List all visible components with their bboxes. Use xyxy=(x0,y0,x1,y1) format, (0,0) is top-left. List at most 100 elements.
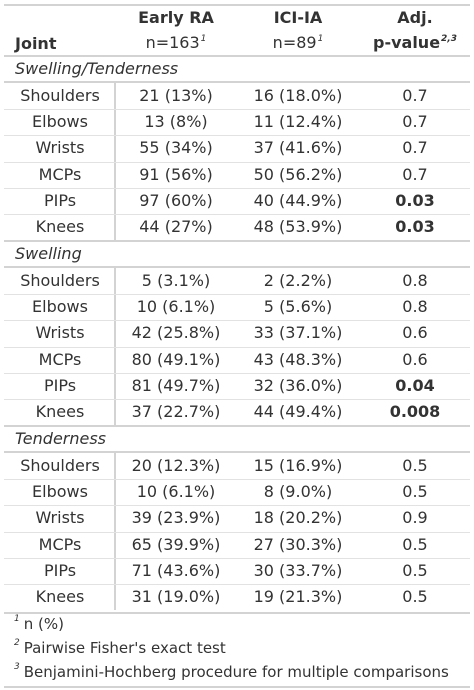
early-ra-cell: 65 (39.9%) xyxy=(131,534,221,554)
early-ra-cell: 91 (56%) xyxy=(139,164,213,184)
table-row: Knees 37 (22.7%) 44 (49.4%) 0.008 xyxy=(4,399,470,425)
joint-cell: Shoulders xyxy=(20,271,100,290)
early-ra-cell: 71 (43.6%) xyxy=(131,560,221,580)
ici-ia-cell: 30 (33.7%) xyxy=(253,560,343,580)
early-ra-cell: 5 (3.1%) xyxy=(141,271,211,290)
table-row: Elbows 10 (6.1%) 5 (5.6%) 0.8 xyxy=(4,294,470,320)
joint-cell: Knees xyxy=(35,402,85,421)
joint-cell: Knees xyxy=(35,587,85,606)
table-row: MCPs 91 (56%) 50 (56.2%) 0.7 xyxy=(4,162,470,188)
joint-cell: Shoulders xyxy=(20,86,100,105)
ici-ia-cell: 19 (21.3%) xyxy=(253,587,343,606)
early-ra-cell: 10 (6.1%) xyxy=(136,482,216,502)
p-value-cell: 0.8 xyxy=(402,297,428,317)
table-row: PIPs 97 (60%) 40 (44.9%) 0.03 xyxy=(4,188,470,214)
footnote-3-text: Benjamini-Hochberg procedure for multipl… xyxy=(23,663,449,681)
group-top-border xyxy=(4,425,470,427)
joint-cell: Elbows xyxy=(32,482,88,502)
header-adj-p: Adj. p-value2,3 xyxy=(360,8,470,54)
table-top-border xyxy=(4,4,470,6)
p-value-cell: 0.7 xyxy=(402,164,428,184)
ici-ia-cell: 32 (36.0%) xyxy=(253,375,343,395)
row-divider xyxy=(4,109,470,111)
row-divider xyxy=(4,372,470,374)
table-row: Shoulders 5 (3.1%) 2 (2.2%) 0.8 xyxy=(4,268,470,294)
table-row: MCPs 80 (49.1%) 43 (48.3%) 0.6 xyxy=(4,347,470,373)
row-divider xyxy=(4,346,470,348)
footnote-1-text: n (%) xyxy=(23,615,64,633)
p-value-cell: 0.6 xyxy=(402,323,428,343)
early-ra-cell: 44 (27%) xyxy=(139,217,213,236)
group-title: Swelling/Tenderness xyxy=(15,59,179,78)
early-ra-cell: 81 (49.7%) xyxy=(131,375,221,395)
footnote-3: 3 Benjamini-Hochberg procedure for multip… xyxy=(14,662,449,681)
header-joint: Joint xyxy=(15,34,57,53)
table-row: PIPs 81 (49.7%) 32 (36.0%) 0.04 xyxy=(4,373,470,399)
early-ra-cell: 20 (12.3%) xyxy=(131,456,221,475)
footnote-2-text: Pairwise Fisher's exact test xyxy=(23,639,226,657)
row-divider xyxy=(4,294,470,296)
ici-ia-cell: 33 (37.1%) xyxy=(253,323,343,343)
ici-ia-cell: 11 (12.4%) xyxy=(253,112,343,132)
header-adj-line1: Adj. xyxy=(397,8,433,27)
row-divider xyxy=(4,531,470,533)
early-ra-cell: 55 (34%) xyxy=(139,138,213,158)
table-row: Knees 44 (27%) 48 (53.9%) 0.03 xyxy=(4,214,470,240)
header-early-ra-name: Early RA xyxy=(138,8,214,27)
table-row: Elbows 10 (6.1%) 8 (9.0%) 0.5 xyxy=(4,479,470,505)
row-divider xyxy=(4,505,470,507)
p-value-cell: 0.04 xyxy=(395,375,435,395)
footnote-1-mark: 1 xyxy=(14,614,20,624)
table-row: Knees 31 (19.0%) 19 (21.3%) 0.5 xyxy=(4,584,470,610)
table-row: PIPs 71 (43.6%) 30 (33.7%) 0.5 xyxy=(4,558,470,584)
joint-cell: Elbows xyxy=(32,297,88,317)
header-adj-sup: 2,3 xyxy=(441,34,457,44)
header-ici-ia-sup: 1 xyxy=(317,34,324,44)
table-header: Joint Early RA n=1631 ICI-IA n=891 Adj. … xyxy=(4,6,470,56)
group-title-border xyxy=(4,81,470,83)
row-divider xyxy=(4,557,470,559)
footnote-2-mark: 2 xyxy=(14,638,20,648)
header-adj-line2: p-value xyxy=(373,33,441,52)
row-divider xyxy=(4,187,470,189)
header-ici-ia: ICI-IA n=891 xyxy=(236,8,360,54)
table-row: MCPs 65 (39.9%) 27 (30.3%) 0.5 xyxy=(4,532,470,558)
table-row: Shoulders 21 (13%) 16 (18.0%) 0.7 xyxy=(4,83,470,109)
early-ra-cell: 80 (49.1%) xyxy=(131,349,221,369)
ici-ia-cell: 27 (30.3%) xyxy=(253,534,343,554)
early-ra-cell: 31 (19.0%) xyxy=(131,587,221,606)
group-top-border xyxy=(4,240,470,242)
joint-cell: PIPs xyxy=(43,560,77,580)
p-value-cell: 0.5 xyxy=(402,560,428,580)
p-value-cell: 0.6 xyxy=(402,349,428,369)
table-row: Wrists 55 (34%) 37 (41.6%) 0.7 xyxy=(4,135,470,161)
early-ra-cell: 97 (60%) xyxy=(139,190,213,210)
p-value-cell: 0.03 xyxy=(395,217,435,236)
joint-cell: Wrists xyxy=(35,508,85,528)
ici-ia-cell: 50 (56.2%) xyxy=(253,164,343,184)
joint-cell: Wrists xyxy=(35,138,85,158)
joint-cell: Wrists xyxy=(35,323,85,343)
row-divider xyxy=(4,135,470,137)
table-footer-border xyxy=(4,612,470,614)
ici-ia-cell: 37 (41.6%) xyxy=(253,138,343,158)
row-divider xyxy=(4,214,470,215)
p-value-cell: 0.5 xyxy=(402,482,428,502)
early-ra-cell: 10 (6.1%) xyxy=(136,297,216,317)
row-divider xyxy=(4,399,470,400)
header-early-ra-sup: 1 xyxy=(200,34,207,44)
early-ra-cell: 42 (25.8%) xyxy=(131,323,221,343)
p-value-cell: 0.7 xyxy=(402,86,428,105)
table-row: Shoulders 20 (12.3%) 15 (16.9%) 0.5 xyxy=(4,453,470,479)
ici-ia-cell: 43 (48.3%) xyxy=(253,349,343,369)
joint-cell: MCPs xyxy=(38,164,82,184)
p-value-cell: 0.008 xyxy=(389,402,441,421)
ici-ia-cell: 40 (44.9%) xyxy=(253,190,343,210)
group-title: Tenderness xyxy=(15,429,107,448)
header-early-ra-n: n=163 xyxy=(145,33,200,52)
group-top-border xyxy=(4,55,470,57)
table-row: Wrists 42 (25.8%) 33 (37.1%) 0.6 xyxy=(4,320,470,346)
header-early-ra: Early RA n=1631 xyxy=(116,8,236,54)
p-value-cell: 0.5 xyxy=(402,456,428,475)
